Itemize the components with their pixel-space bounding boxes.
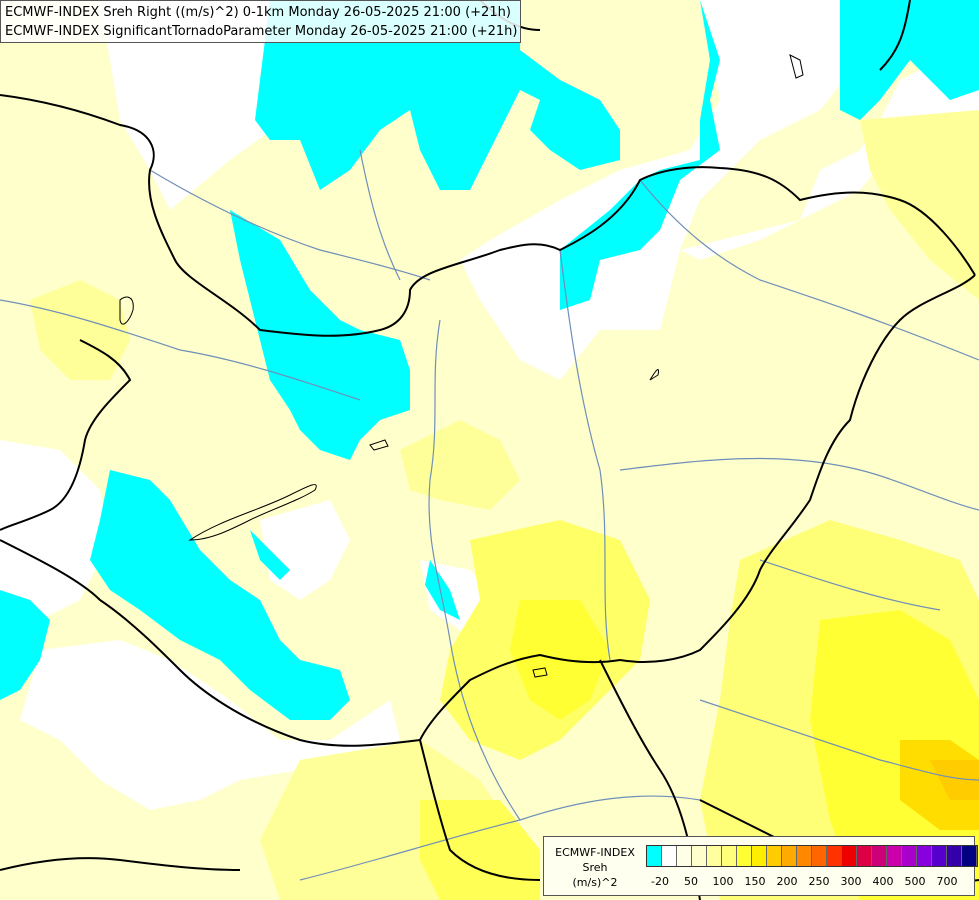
title-line-stp: ECMWF-INDEX SignificantTornadoParameter … <box>5 24 518 39</box>
legend-title-line2: Sreh <box>582 861 608 874</box>
legend-swatch <box>872 846 887 866</box>
legend-swatch <box>812 846 827 866</box>
legend-swatch <box>767 846 782 866</box>
legend-tick-label: 250 <box>808 875 830 888</box>
legend-swatch <box>932 846 947 866</box>
legend-title-line1: ECMWF-INDEX <box>555 846 635 859</box>
legend-tick-label: 100 <box>712 875 734 888</box>
legend-swatch <box>842 846 857 866</box>
legend-ticks: -20 50 100 150 200 250 300 400 500 700 <box>646 875 976 889</box>
legend-tick-label: 300 <box>840 875 862 888</box>
legend-swatch <box>722 846 737 866</box>
title-line-sreh: ECMWF-INDEX Sreh Right ((m/s)^2) 0-1km M… <box>5 5 511 20</box>
legend-tick-label: 200 <box>776 875 798 888</box>
lakes <box>119 54 804 678</box>
legend-swatch <box>662 846 677 866</box>
legend-title: ECMWF-INDEX Sreh (m/s)^2 <box>548 845 642 890</box>
legend-swatch <box>857 846 872 866</box>
legend-swatch <box>737 846 752 866</box>
rivers <box>0 149 979 881</box>
legend-swatch <box>707 846 722 866</box>
legend-tick-label: 400 <box>872 875 894 888</box>
legend-swatch <box>827 846 842 866</box>
map-title: ECMWF-INDEX Sreh Right ((m/s)^2) 0-1km M… <box>0 0 521 43</box>
legend-title-line3: (m/s)^2 <box>572 876 618 889</box>
legend-swatch <box>692 846 707 866</box>
legend-swatch <box>677 846 692 866</box>
legend-swatch <box>752 846 767 866</box>
legend-swatch <box>782 846 797 866</box>
legend-tick-label: 700 <box>936 875 958 888</box>
legend-swatch <box>887 846 902 866</box>
legend-tick-label: 50 <box>684 875 698 888</box>
legend-tick-label: -20 <box>651 875 669 888</box>
legend-swatch <box>797 846 812 866</box>
legend-swatch <box>962 846 977 866</box>
legend-swatch <box>647 846 662 866</box>
legend-swatch <box>947 846 962 866</box>
yellow-regions <box>30 110 979 900</box>
legend-tick-label: 500 <box>904 875 926 888</box>
legend-swatches <box>646 845 978 867</box>
legend-swatch <box>902 846 917 866</box>
legend-tick-label: 150 <box>744 875 766 888</box>
color-legend: ECMWF-INDEX Sreh (m/s)^2 -20 50 100 150 200 2… <box>543 836 978 896</box>
legend-swatch <box>917 846 932 866</box>
